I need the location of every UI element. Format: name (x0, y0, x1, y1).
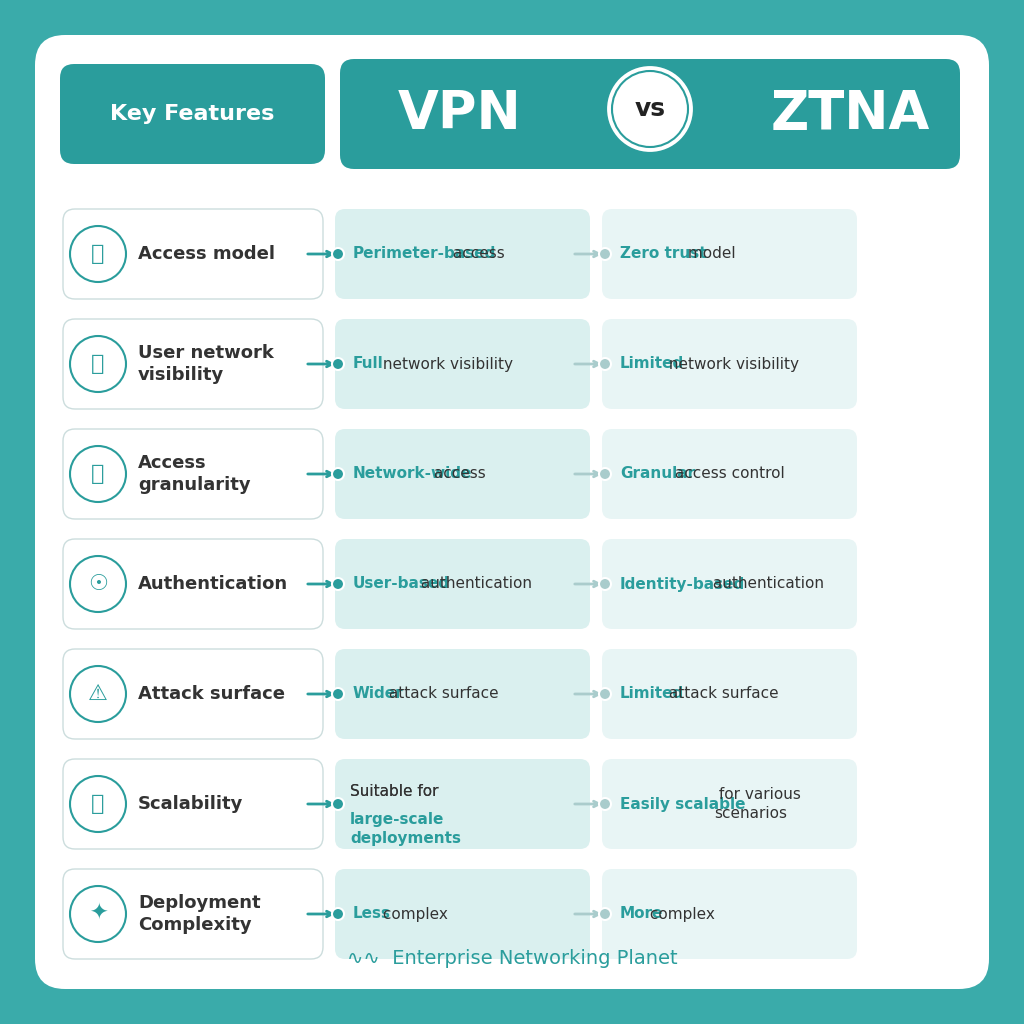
Text: Suitable for: Suitable for (350, 784, 443, 799)
Text: 🔒: 🔒 (91, 244, 104, 264)
Text: ⧉: ⧉ (91, 794, 104, 814)
Text: Key Features: Key Features (111, 104, 274, 124)
FancyBboxPatch shape (63, 539, 323, 629)
Circle shape (332, 688, 344, 700)
Text: Full: Full (353, 356, 384, 372)
Circle shape (599, 358, 611, 370)
Text: ZTNA: ZTNA (770, 88, 930, 140)
Text: More: More (620, 906, 664, 922)
Text: Less: Less (353, 906, 391, 922)
Circle shape (332, 908, 344, 920)
Circle shape (70, 776, 126, 831)
Text: network visibility: network visibility (665, 356, 799, 372)
FancyBboxPatch shape (63, 869, 323, 959)
Circle shape (70, 886, 126, 942)
FancyBboxPatch shape (335, 759, 590, 849)
Text: 🛡️: 🛡️ (91, 464, 104, 484)
Text: large-scale
deployments: large-scale deployments (350, 812, 461, 846)
FancyBboxPatch shape (335, 319, 590, 409)
Text: Easily scalable: Easily scalable (620, 797, 745, 811)
Text: Network-wide: Network-wide (353, 467, 472, 481)
Circle shape (605, 63, 695, 154)
Circle shape (70, 556, 126, 612)
Text: access: access (429, 467, 485, 481)
Text: Access model: Access model (138, 245, 275, 263)
Text: Wider: Wider (353, 686, 403, 701)
Text: Perimeter-based: Perimeter-based (353, 247, 497, 261)
Text: Zero trust: Zero trust (620, 247, 707, 261)
Text: attack surface: attack surface (665, 686, 778, 701)
Text: ✦: ✦ (89, 904, 108, 924)
FancyBboxPatch shape (60, 63, 325, 164)
Circle shape (70, 666, 126, 722)
Text: Attack surface: Attack surface (138, 685, 285, 703)
Text: Identity-based: Identity-based (620, 577, 745, 592)
Text: access control: access control (671, 467, 785, 481)
Text: vs: vs (635, 97, 666, 121)
Circle shape (599, 688, 611, 700)
Circle shape (332, 248, 344, 260)
Text: Granular: Granular (620, 467, 695, 481)
Circle shape (332, 798, 344, 810)
Text: attack surface: attack surface (384, 686, 499, 701)
FancyBboxPatch shape (335, 649, 590, 739)
Text: authentication: authentication (709, 577, 824, 592)
Text: Limited: Limited (620, 686, 684, 701)
Text: User-based: User-based (353, 577, 450, 592)
Text: model: model (683, 247, 735, 261)
Text: for various
scenarios: for various scenarios (715, 787, 802, 821)
Text: complex: complex (645, 906, 715, 922)
Circle shape (612, 71, 688, 147)
Circle shape (599, 798, 611, 810)
FancyBboxPatch shape (602, 649, 857, 739)
Text: VPN: VPN (398, 88, 522, 140)
FancyBboxPatch shape (602, 759, 857, 849)
Text: authentication: authentication (416, 577, 532, 592)
FancyBboxPatch shape (335, 869, 590, 959)
Circle shape (599, 578, 611, 590)
FancyBboxPatch shape (602, 319, 857, 409)
FancyBboxPatch shape (63, 209, 323, 299)
FancyBboxPatch shape (602, 539, 857, 629)
FancyBboxPatch shape (35, 35, 989, 989)
FancyBboxPatch shape (63, 759, 323, 849)
Circle shape (332, 468, 344, 480)
Text: network visibility: network visibility (378, 356, 513, 372)
Text: 🌐: 🌐 (91, 354, 104, 374)
FancyBboxPatch shape (602, 429, 857, 519)
FancyBboxPatch shape (335, 539, 590, 629)
Circle shape (70, 446, 126, 502)
Circle shape (70, 226, 126, 282)
FancyBboxPatch shape (63, 429, 323, 519)
Text: Limited: Limited (620, 356, 684, 372)
Circle shape (332, 578, 344, 590)
Text: Deployment
Complexity: Deployment Complexity (138, 894, 261, 934)
Circle shape (70, 336, 126, 392)
FancyBboxPatch shape (335, 209, 590, 299)
Text: Scalability: Scalability (138, 795, 244, 813)
FancyBboxPatch shape (340, 59, 961, 169)
Text: ☉: ☉ (88, 574, 108, 594)
FancyBboxPatch shape (63, 319, 323, 409)
Text: ⚠: ⚠ (88, 684, 108, 705)
Text: complex: complex (378, 906, 449, 922)
Text: Suitable for: Suitable for (350, 784, 443, 799)
FancyBboxPatch shape (602, 869, 857, 959)
Circle shape (599, 248, 611, 260)
Text: Authentication: Authentication (138, 575, 288, 593)
Text: access: access (447, 247, 504, 261)
FancyBboxPatch shape (63, 649, 323, 739)
Text: User network
visibility: User network visibility (138, 344, 273, 384)
Circle shape (332, 358, 344, 370)
Text: Access
granularity: Access granularity (138, 454, 251, 495)
Text: ∿∿  Enterprise Networking Planet: ∿∿ Enterprise Networking Planet (347, 949, 677, 969)
FancyBboxPatch shape (602, 209, 857, 299)
Circle shape (599, 908, 611, 920)
FancyBboxPatch shape (335, 429, 590, 519)
Circle shape (599, 468, 611, 480)
